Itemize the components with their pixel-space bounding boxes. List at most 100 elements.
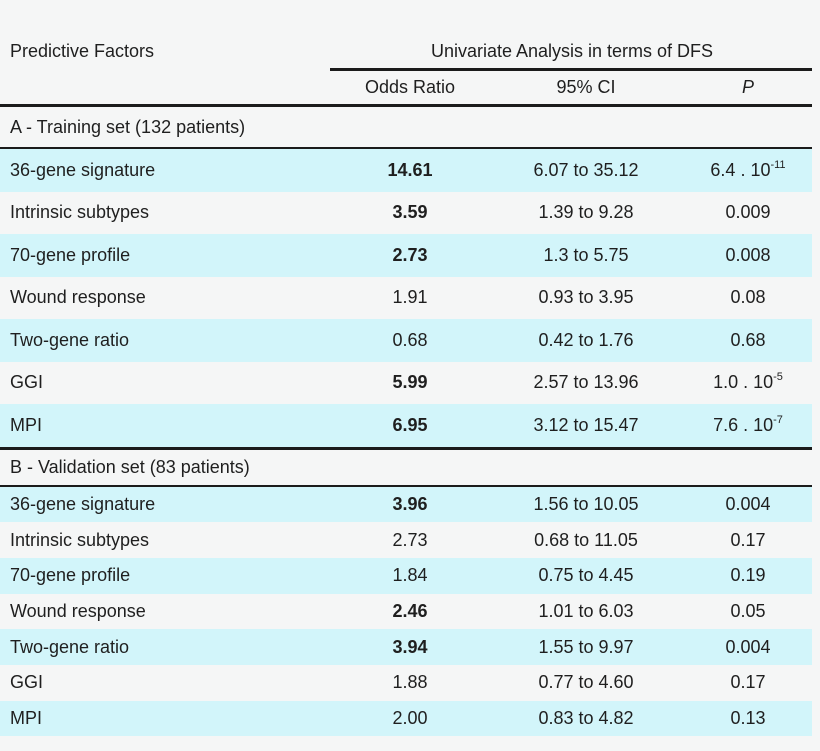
cell-p-value: 1.0 . 10-5 — [684, 372, 812, 393]
cell-95ci: 0.68 to 11.05 — [534, 529, 638, 550]
table-row: GGI 1.88 0.77 to 4.60 0.17 — [0, 664, 812, 701]
table-row: 70-gene profile 2.73 1.3 to 5.75 0.008 — [0, 234, 812, 277]
p-value-base: 1.0 . 10 — [713, 372, 774, 393]
cell-odds-ratio: 2.73 — [392, 529, 428, 550]
cell-factor: MPI — [10, 414, 43, 435]
section-a-rows: 36-gene signature 14.61 6.07 to 35.12 6.… — [0, 149, 812, 447]
results-table: Predictive Factors Univariate Analysis i… — [0, 0, 812, 737]
section-b-label: B - Validation set (83 patients) — [0, 449, 812, 485]
p-value-exponent: -11 — [770, 158, 786, 171]
cell-factor: Two-gene ratio — [10, 329, 130, 350]
cell-factor: 70-gene profile — [10, 565, 131, 586]
table-row: Two-gene ratio 0.68 0.42 to 1.76 0.68 — [0, 319, 812, 362]
cell-p-value: 0.17 — [684, 672, 812, 693]
p-value-base: 0.05 — [730, 600, 766, 621]
cell-p-value: 0.19 — [684, 565, 812, 586]
cell-factor: Wound response — [10, 600, 146, 621]
cell-95ci: 1.56 to 10.05 — [533, 493, 639, 514]
cell-p-value: 6.4 . 10-11 — [684, 158, 812, 181]
section-b-rows: 36-gene signature 3.96 1.56 to 10.05 0.0… — [0, 486, 812, 737]
p-value-base: 0.68 — [730, 329, 766, 350]
cell-p-value: 0.004 — [684, 494, 812, 515]
spanner-heading: Univariate Analysis in terms of DFS — [430, 41, 714, 61]
cell-95ci: 6.07 to 35.12 — [533, 159, 639, 180]
cell-p-value: 0.13 — [684, 708, 812, 729]
p-value-base: 0.17 — [730, 529, 766, 550]
p-value-base: 6.4 . 10 — [710, 159, 771, 180]
cell-95ci: 0.83 to 4.82 — [538, 707, 634, 728]
p-value-base: 0.004 — [725, 636, 771, 657]
table-row: Wound response 2.46 1.01 to 6.03 0.05 — [0, 593, 812, 630]
cell-95ci: 0.42 to 1.76 — [538, 329, 634, 350]
p-value-exponent: -5 — [773, 371, 783, 384]
cell-p-value: 0.68 — [684, 330, 812, 351]
col-header-odds-ratio: Odds Ratio — [364, 77, 456, 97]
cell-p-value: 0.08 — [684, 287, 812, 308]
col-header-95ci: 95% CI — [556, 77, 616, 97]
cell-p-value: 0.009 — [684, 202, 812, 223]
cell-95ci: 0.93 to 3.95 — [538, 287, 634, 308]
cell-95ci: 0.75 to 4.45 — [538, 565, 634, 586]
p-value-base: 0.19 — [730, 565, 766, 586]
p-value-base: 7.6 . 10 — [713, 414, 774, 435]
cell-factor: 70-gene profile — [10, 244, 131, 265]
cell-95ci: 2.57 to 13.96 — [533, 372, 639, 393]
table-row: 36-gene signature 14.61 6.07 to 35.12 6.… — [0, 149, 812, 192]
cell-odds-ratio: 1.84 — [392, 565, 428, 586]
cell-odds-ratio: 1.88 — [392, 672, 428, 693]
table-row: Wound response 1.91 0.93 to 3.95 0.08 — [0, 276, 812, 319]
cell-odds-ratio: 6.95 — [392, 414, 428, 435]
cell-odds-ratio: 0.68 — [392, 329, 428, 350]
cell-95ci: 1.3 to 5.75 — [543, 244, 629, 265]
section-a-rule — [0, 147, 812, 149]
cell-factor: Intrinsic subtypes — [10, 529, 150, 550]
p-value-base: 0.13 — [730, 707, 766, 728]
column-header-row: Odds Ratio 95% CI P — [0, 71, 812, 104]
cell-factor: GGI — [10, 672, 44, 693]
table-row: MPI 6.95 3.12 to 15.47 7.6 . 10-7 — [0, 404, 812, 447]
cell-p-value: 0.17 — [684, 530, 812, 551]
section-a-label: A - Training set (132 patients) — [0, 107, 812, 147]
cell-p-value: 0.05 — [684, 601, 812, 622]
cell-factor: 36-gene signature — [10, 493, 156, 514]
spanner-rule — [330, 68, 812, 71]
cell-factor: MPI — [10, 707, 43, 728]
cell-odds-ratio: 2.46 — [392, 600, 428, 621]
table-row: Intrinsic subtypes 3.59 1.39 to 9.28 0.0… — [0, 191, 812, 234]
cell-95ci: 1.01 to 6.03 — [538, 600, 634, 621]
header-divider-rule — [0, 104, 812, 107]
table-row: GGI 5.99 2.57 to 13.96 1.0 . 10-5 — [0, 361, 812, 404]
p-value-base: 0.008 — [725, 244, 771, 265]
section-divider-rule — [0, 446, 812, 450]
table-row: MPI 2.00 0.83 to 4.82 0.13 — [0, 700, 812, 737]
table-row: 70-gene profile 1.84 0.75 to 4.45 0.19 — [0, 557, 812, 594]
cell-odds-ratio: 1.91 — [392, 287, 428, 308]
cell-odds-ratio: 3.94 — [392, 636, 428, 657]
table-row: Intrinsic subtypes 2.73 0.68 to 11.05 0.… — [0, 522, 812, 558]
table-row: Two-gene ratio 3.94 1.55 to 9.97 0.004 — [0, 629, 812, 665]
cell-p-value: 0.008 — [684, 245, 812, 266]
cell-odds-ratio: 14.61 — [387, 159, 433, 180]
table-header-top: Predictive Factors Univariate Analysis i… — [0, 0, 812, 68]
col-header-p: P — [741, 77, 754, 97]
cell-odds-ratio: 2.73 — [392, 244, 428, 265]
cell-odds-ratio: 5.99 — [392, 372, 428, 393]
p-value-base: 0.17 — [730, 672, 766, 693]
p-value-base: 0.08 — [730, 287, 766, 308]
cell-p-value: 0.004 — [684, 637, 812, 658]
cell-factor: GGI — [10, 372, 44, 393]
cell-odds-ratio: 3.59 — [392, 202, 428, 223]
cell-factor: Wound response — [10, 287, 146, 308]
cell-95ci: 3.12 to 15.47 — [533, 414, 639, 435]
cell-p-value: 7.6 . 10-7 — [684, 414, 812, 436]
cell-factor: Intrinsic subtypes — [10, 202, 150, 223]
cell-95ci: 1.55 to 9.97 — [538, 636, 634, 657]
cell-factor: 36-gene signature — [10, 159, 156, 180]
predictive-factors-heading: Predictive Factors — [10, 41, 155, 61]
table-row: 36-gene signature 3.96 1.56 to 10.05 0.0… — [0, 486, 812, 523]
p-value-base: 0.004 — [725, 493, 771, 514]
cell-odds-ratio: 2.00 — [392, 707, 428, 728]
section-b-rule — [0, 484, 812, 487]
cell-odds-ratio: 3.96 — [392, 493, 428, 514]
cell-95ci: 1.39 to 9.28 — [538, 202, 634, 223]
